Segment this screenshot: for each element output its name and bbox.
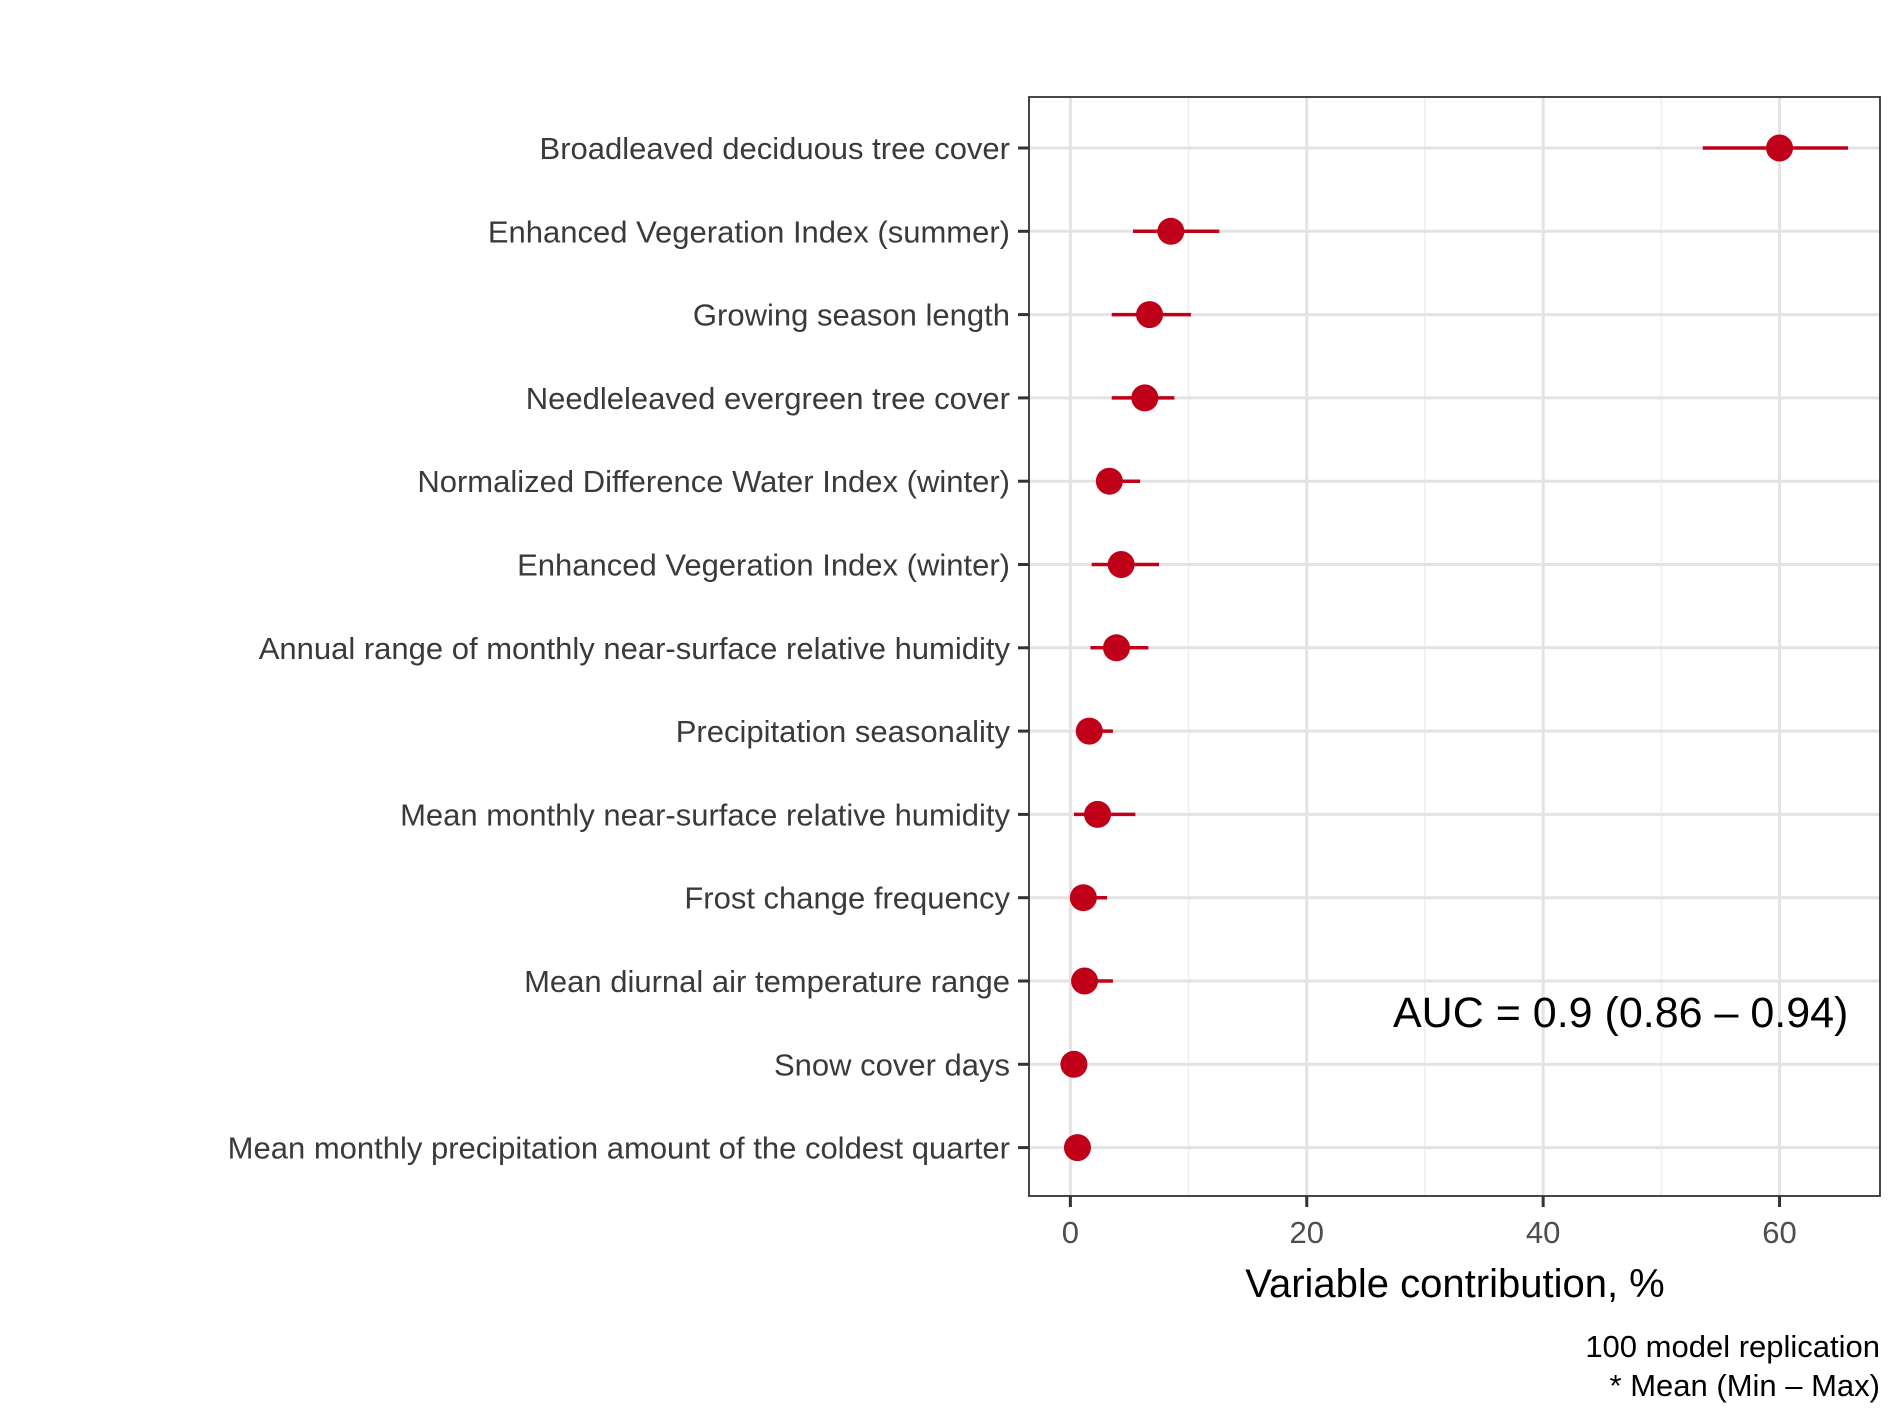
mean-point: [1084, 800, 1112, 828]
mean-point: [1060, 1050, 1088, 1078]
mean-point: [1069, 884, 1097, 912]
y-tick-label: Annual range of monthly near-surface rel…: [259, 631, 1011, 666]
caption-legend: * Mean (Min – Max): [1610, 1368, 1880, 1403]
y-tick-label: Enhanced Vegeration Index (summer): [488, 214, 1010, 249]
mean-point: [1157, 217, 1185, 245]
mean-point: [1071, 967, 1099, 995]
caption-replication: 100 model replication: [1585, 1329, 1880, 1364]
mean-point: [1063, 1134, 1091, 1162]
mean-point: [1095, 467, 1123, 495]
mean-points: [1060, 134, 1794, 1162]
y-tick-label: Mean diurnal air temperature range: [524, 964, 1010, 999]
y-tick-label: Snow cover days: [774, 1047, 1010, 1082]
x-tick-label: 0: [1062, 1215, 1079, 1250]
y-axis-ticks: [1018, 146, 1029, 1150]
y-tick-label: Normalized Difference Water Index (winte…: [417, 464, 1010, 499]
y-tick-label: Frost change frequency: [684, 881, 1010, 916]
y-tick-label: Broadleaved deciduous tree cover: [540, 131, 1010, 166]
y-tick-label: Enhanced Vegeration Index (winter): [517, 548, 1010, 583]
mean-point: [1107, 551, 1135, 578]
y-tick-label: Precipitation seasonality: [676, 714, 1011, 749]
y-axis-labels: Broadleaved deciduous tree cover Enhanced…: [228, 131, 1011, 1166]
y-tick-label: Mean monthly precipitation amount of the…: [228, 1131, 1010, 1166]
mean-point: [1075, 717, 1103, 745]
x-axis-tick-labels: 0 20 40 60: [1062, 1215, 1797, 1250]
mean-point: [1766, 134, 1794, 162]
x-tick-label: 20: [1290, 1215, 1324, 1250]
x-tick-label: 40: [1526, 1215, 1560, 1250]
x-tick-label: 60: [1762, 1215, 1796, 1250]
x-axis-title: Variable contribution, %: [1245, 1262, 1665, 1306]
x-axis-ticks: [1068, 1196, 1782, 1207]
y-tick-label: Growing season length: [693, 298, 1010, 333]
auc-annotation: AUC = 0.9 (0.86 – 0.94): [1393, 989, 1848, 1037]
mean-point: [1102, 634, 1130, 662]
mean-point: [1136, 301, 1164, 329]
mean-point: [1131, 384, 1159, 412]
y-tick-label: Needleleaved evergreen tree cover: [526, 381, 1010, 416]
y-tick-label: Mean monthly near-surface relative humid…: [400, 797, 1010, 832]
